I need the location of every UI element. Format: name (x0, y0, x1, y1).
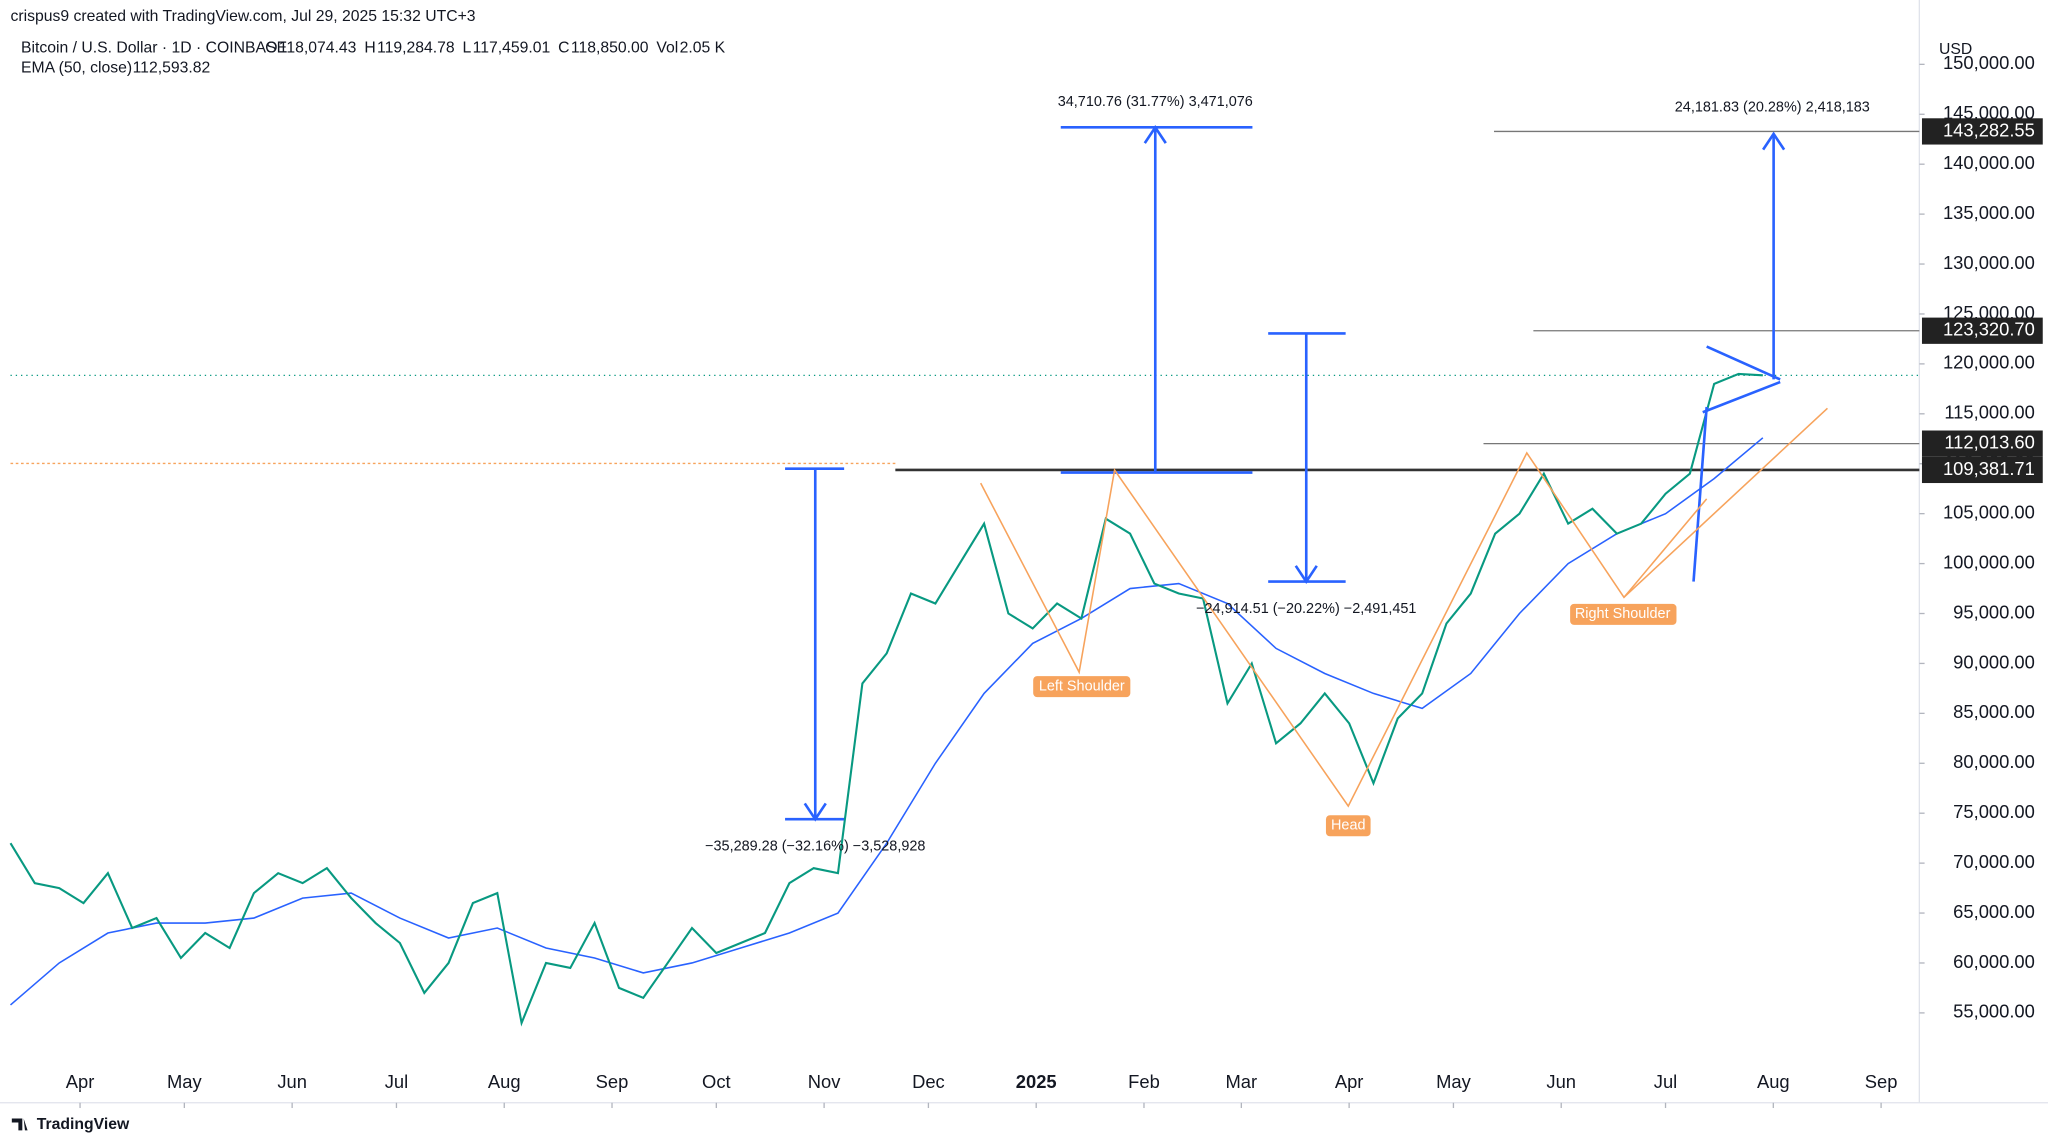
y-tick-label: 135,000.00 (1943, 202, 2035, 223)
pattern-label: Head (1331, 818, 1366, 834)
level-box (1921, 430, 2043, 457)
y-tick-label: 145,000.00 (1943, 102, 2035, 123)
annotation: 34,710.76 (31.77%) 3,471,076 (1058, 94, 1253, 110)
y-tick-label: 75,000.00 (1953, 801, 2035, 822)
currency: USD (1939, 41, 1972, 58)
ohlc-key: O (265, 40, 277, 57)
y-tick-label: 120,000.00 (1943, 352, 2035, 373)
ohlc-value: 2.05 K (680, 40, 726, 57)
ema-line (9, 437, 1764, 1006)
footer: TradingView (37, 1116, 130, 1133)
x-tick-label: Sep (596, 1071, 629, 1092)
level-box (1921, 317, 2043, 344)
y-tick-label: 70,000.00 (1953, 851, 2035, 872)
ohlc-key: L (463, 40, 472, 57)
y-tick-label: 100,000.00 (1943, 551, 2035, 572)
ohlc-key: H (364, 40, 375, 57)
pattern-label: Right Shoulder (1575, 606, 1671, 622)
y-tick-label: 90,000.00 (1953, 651, 2035, 672)
ohlc: O 118,074.43 H 119,284.78 L 117,459.01 C 118,85… (265, 40, 725, 57)
x-tick-label: Dec (912, 1071, 945, 1092)
y-tick-label: 150,000.00 (1943, 52, 2035, 73)
ohlc-value: 118,074.43 (279, 40, 357, 57)
annotation: −35,289.28 (−32.16%) −3,528,928 (705, 839, 925, 855)
ohlc-key: Vol (656, 40, 678, 57)
y-tick-label: 140,000.00 (1943, 152, 2035, 173)
y-tick-label: 65,000.00 (1953, 901, 2035, 922)
symbol: Bitcoin / U.S. Dollar · 1D · COINBASE (21, 40, 287, 57)
x-tick-label: Jul (1654, 1071, 1677, 1092)
x-tick-label: Oct (702, 1071, 731, 1092)
ohlc-value: 118,850.00 (571, 40, 649, 57)
x-tick-label: Aug (1757, 1071, 1790, 1092)
x-tick-label: Mar (1226, 1071, 1258, 1092)
plot (9, 130, 1920, 1027)
logo (11, 1118, 28, 1131)
credit: crispus9 created with TradingView.com, J… (11, 8, 476, 25)
x-tick-label: Apr (66, 1071, 95, 1092)
x-tick-label: Nov (808, 1071, 841, 1092)
y-tick-label: 95,000.00 (1953, 601, 2035, 622)
level-box (1921, 118, 2043, 145)
annotation: 24,181.83 (20.28%) 2,418,183 (1675, 99, 1870, 115)
drawings (785, 124, 1786, 822)
x-tick-label: Jun (1546, 1071, 1576, 1092)
pattern-lines (979, 407, 1828, 808)
ohlc-value: 119,284.78 (377, 40, 455, 57)
y-tick-label: 55,000.00 (1953, 1001, 2035, 1022)
y-tick-label: 60,000.00 (1953, 951, 2035, 972)
y-tick-label: 130,000.00 (1943, 252, 2035, 273)
ohlc-value: 117,459.01 (473, 40, 551, 57)
y-tick-label: 80,000.00 (1953, 751, 2035, 772)
x-tick-label: May (1436, 1071, 1472, 1092)
level-label: 143,282.55 (1943, 119, 2035, 140)
level-label: 109,381.71 (1943, 458, 2035, 479)
x-tick-label: Jun (277, 1071, 307, 1092)
x-tick-label: Apr (1335, 1071, 1364, 1092)
level-label: 112,013.60 (1944, 431, 2035, 452)
y-tick-label: 115,000.00 (1944, 402, 2035, 423)
annotation: −24,914.51 (−20.22%) −2,491,451 (1196, 601, 1416, 617)
y-tick-label: 85,000.00 (1953, 701, 2035, 722)
level-box (1921, 456, 2043, 484)
x-tick-label: Feb (1128, 1071, 1160, 1092)
x-tick-label: Aug (488, 1071, 521, 1092)
y-tick-label: 105,000.00 (1943, 502, 2035, 523)
ohlc-key: C (558, 40, 569, 57)
x-tick-label: Jul (385, 1071, 408, 1092)
indicator: EMA (50, close) (21, 59, 132, 76)
level-label: 123,320.70 (1943, 319, 2035, 340)
tag-box (1325, 815, 1371, 837)
x-tick-label: 2025 (1016, 1071, 1057, 1092)
tag-box (1570, 603, 1677, 625)
tag-box (1033, 676, 1131, 698)
price-line (9, 372, 1763, 1027)
y-tick-label: 125,000.00 (1943, 302, 2035, 323)
x-tick-label: Sep (1865, 1071, 1898, 1092)
x-tick-label: May (167, 1071, 203, 1092)
indicator-value: 112,593.82 (133, 59, 211, 76)
pattern-label: Left Shoulder (1039, 678, 1125, 694)
